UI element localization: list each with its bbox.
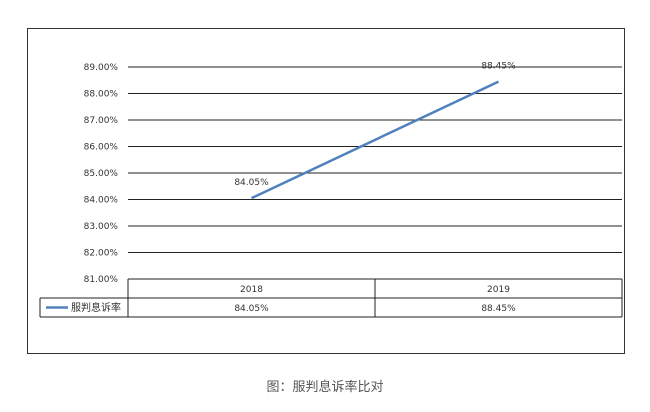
y-tick-label: 83.00% (84, 222, 119, 232)
table-value: 88.45% (481, 304, 516, 314)
y-tick-label: 89.00% (84, 63, 119, 73)
y-tick-label: 88.00% (84, 90, 119, 100)
legend-label: 服判息诉率 (71, 301, 121, 314)
x-category-label: 2018 (240, 285, 263, 295)
figure-caption: 图：服判息诉率比对 (266, 380, 384, 395)
series-line (250, 80, 500, 200)
y-tick-label: 86.00% (84, 143, 119, 153)
y-tick-label: 84.00% (84, 196, 119, 206)
chart-frame (27, 28, 625, 354)
table-value: 84.05% (234, 304, 269, 314)
y-tick-label: 87.00% (84, 116, 119, 126)
y-tick-label: 82.00% (84, 249, 119, 259)
y-tick-label: 81.00% (84, 275, 119, 285)
data-label: 84.05% (234, 178, 269, 188)
x-category-label: 2019 (487, 285, 510, 295)
data-label: 88.45% (481, 62, 516, 72)
y-tick-label: 85.00% (84, 169, 119, 179)
